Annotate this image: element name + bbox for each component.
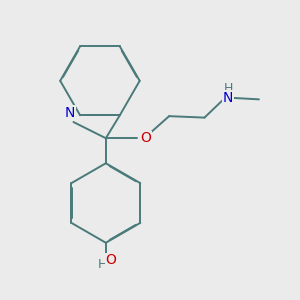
Text: O: O [106, 254, 117, 267]
Text: H: H [223, 82, 233, 95]
Text: O: O [140, 131, 151, 145]
Text: H: H [98, 258, 107, 271]
Text: N: N [223, 91, 233, 105]
Text: N: N [64, 106, 75, 120]
